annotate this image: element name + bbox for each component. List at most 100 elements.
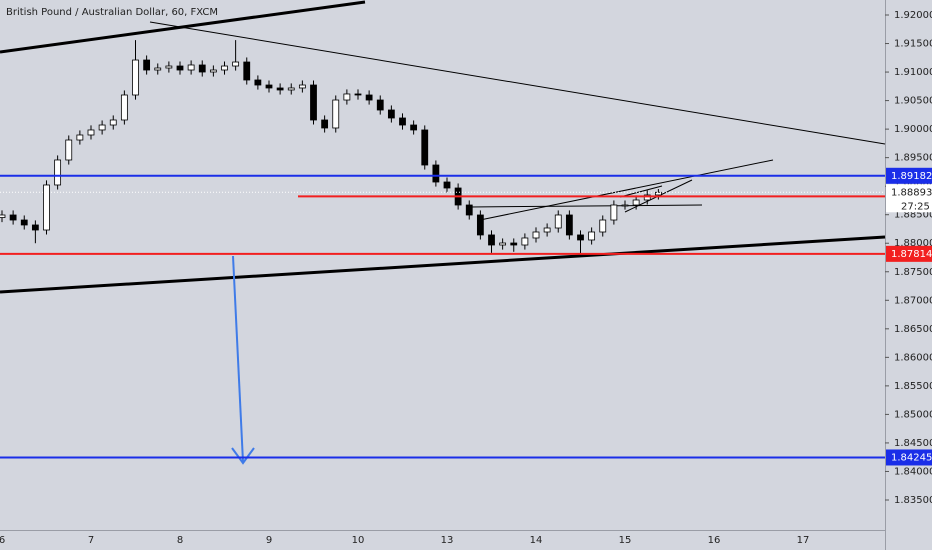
candle-body [187,64,195,71]
x-tick-label: 9 [266,535,272,546]
candle-body [554,214,562,229]
y-tick-label: 1.84000 [894,466,932,477]
countdown: 27:25 [901,201,930,212]
candle-body [588,231,596,241]
candle-body [98,124,106,131]
candle-body [321,119,329,129]
candle-body [109,119,117,126]
candle-body [132,59,139,96]
candle-body [54,159,62,186]
trendline [149,21,886,145]
y-tick-label: 1.84500 [894,438,932,449]
candle-body [654,191,662,196]
candle-body [610,204,618,221]
candle-body [298,84,306,89]
candle-body [143,59,151,71]
candle-body [488,234,495,246]
candle-body [632,199,640,206]
candle-body [65,139,73,161]
candle-body [365,94,373,101]
candle-body [76,134,84,141]
candle-body [265,84,273,89]
x-tick-label: 14 [530,535,543,546]
candle-body [31,224,39,231]
candle-body [198,64,206,73]
candle-body [643,194,651,201]
price-level-tag [886,449,932,466]
candle-body [120,94,128,121]
candle-body [276,87,284,91]
trendline [479,159,774,221]
trendline [469,204,703,208]
candle-body [176,65,184,71]
arrow [231,255,255,465]
x-tick-label: 17 [797,535,810,546]
candle-body [221,65,228,71]
candle-body [443,181,451,189]
candle-body [399,117,406,126]
candle-body [87,129,95,136]
x-tick-label: 16 [708,535,721,546]
candle-body [432,164,440,183]
candle-body [387,109,395,119]
y-tick-label: 1.85500 [894,381,932,392]
y-tick-label: 1.92000 [894,10,932,21]
candle-body [499,242,507,246]
y-tick-label: 1.87500 [894,267,932,278]
y-tick-label: 1.90000 [894,124,932,135]
candle-body [521,237,529,246]
candle-body [410,124,418,131]
plot [0,40,885,459]
y-tick-label: 1.86000 [894,352,932,363]
candle-body [0,214,6,218]
trendline [0,235,886,294]
price-level-label: 1.87814 [891,249,932,260]
candle-body [243,61,251,81]
candle-body [621,204,629,207]
candle-body [543,227,551,233]
candle-body [287,87,295,91]
y-tick-label: 1.89500 [894,153,932,164]
candle-body [577,234,584,241]
y-tick-label: 1.91000 [894,67,932,78]
candle-body [43,184,50,231]
chart-title: British Pound / Australian Dollar, 60, F… [6,7,218,18]
candle-body [421,129,429,166]
candle-body [209,69,217,73]
x-tick-label: 10 [352,535,365,546]
y-tick-label: 1.87000 [894,295,932,306]
candle-body [565,214,573,236]
x-tick-label: 7 [88,535,94,546]
x-tick-label: 15 [619,535,632,546]
price-axis: 1.92000 1.91500 1.91000 1.90500 1.90000 1.895… [885,10,932,506]
x-tick-label: 8 [177,535,183,546]
price-level-tag [886,167,932,184]
candle-body [510,242,518,246]
candle-body [354,93,362,96]
candle-body [465,204,473,216]
x-tick-label: 13 [441,535,454,546]
candle-body [232,61,240,67]
x-tick-label: 6 [0,535,5,546]
candle-body [599,219,607,233]
candle-body [9,214,17,221]
y-tick-label: 1.85000 [894,409,932,420]
candle-body [254,79,262,86]
candle-body [376,99,384,111]
y-tick-label: 1.86500 [894,324,932,335]
price-level-tag [886,245,932,262]
candle-body [310,84,317,121]
candle-body [332,99,340,129]
y-tick-label: 1.90500 [894,96,932,107]
candle-body [532,231,540,239]
candle-body [343,93,351,101]
price-level-label: 1.89182 [891,171,932,182]
last-price-label: 1.88893 [891,187,932,198]
y-tick-label: 1.83500 [894,495,932,506]
candle-body [20,219,28,226]
candle-body [154,67,162,71]
y-tick-label: 1.88500 [894,210,932,221]
